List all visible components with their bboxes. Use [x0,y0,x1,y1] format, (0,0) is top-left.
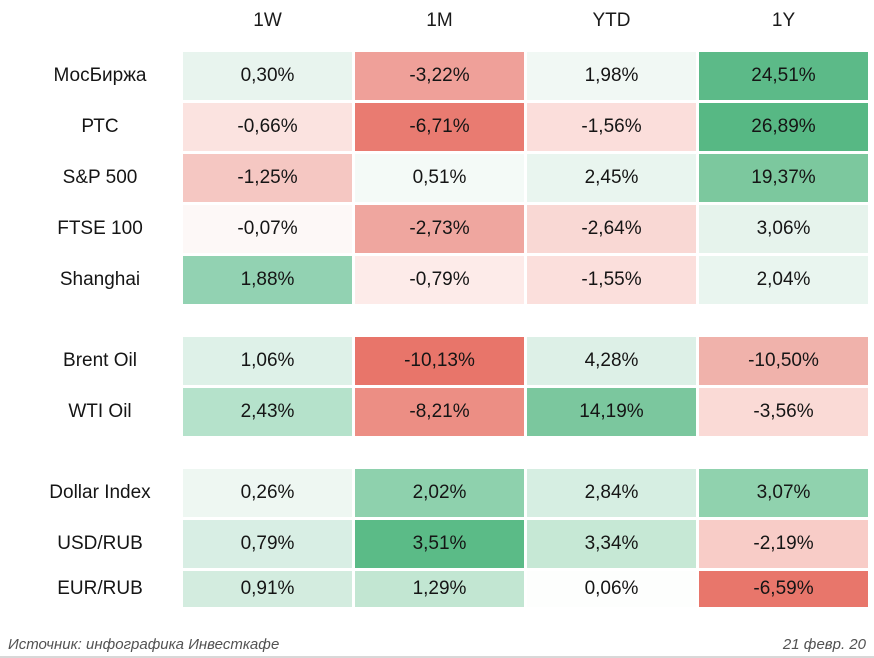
heatmap-cell: 2,45% [527,154,696,202]
table-row: USD/RUB 0,79% 3,51% 3,34% -2,19% [0,520,874,568]
heatmap-cell: 1,06% [183,337,352,385]
heatmap-cell: 2,84% [527,469,696,517]
heatmap-cell: 1,98% [527,52,696,100]
heatmap-cell: 0,30% [183,52,352,100]
date-caption: 21 февр. 20 [782,636,866,653]
footer: Источник: инфографика Инвесткафе 21 февр… [8,636,866,653]
row-label: Shanghai [59,269,141,290]
heatmap-cell: 2,02% [355,469,524,517]
heatmap-cell: 3,07% [699,469,868,517]
heatmap-cell: -6,59% [699,571,868,607]
heatmap-cell: 19,37% [699,154,868,202]
heatmap-cell: 0,51% [355,154,524,202]
row-label: Dollar Index [49,482,151,503]
row-group: МосБиржа 0,30% -3,22% 1,98% 24,51% РТС -0,66% -… [0,52,874,304]
column-header: 1W [253,10,282,31]
heatmap-cell: -10,13% [355,337,524,385]
table-row: Brent Oil 1,06% -10,13% 4,28% -10,50% [0,337,874,385]
row-label: РТС [81,116,119,137]
table-row: РТС -0,66% -6,71% -1,56% 26,89% [0,103,874,151]
heatmap-cell: 3,06% [699,205,868,253]
heatmap-cell: 0,91% [183,571,352,607]
heatmap-cell: 26,89% [699,103,868,151]
heatmap-cell: -0,07% [183,205,352,253]
heatmap-cell: 0,79% [183,520,352,568]
heatmap-cell: 3,51% [355,520,524,568]
table-row: МосБиржа 0,30% -3,22% 1,98% 24,51% [0,52,874,100]
row-label: EUR/RUB [57,578,143,599]
heatmap-cell: -1,55% [527,256,696,304]
heatmap-cell: 4,28% [527,337,696,385]
table-row: Shanghai 1,88% -0,79% -1,55% 2,04% [0,256,874,304]
heatmap-cell: 2,04% [699,256,868,304]
heatmap-cell: 0,06% [527,571,696,607]
table-row: FTSE 100 -0,07% -2,73% -2,64% 3,06% [0,205,874,253]
heatmap-cell: -2,73% [355,205,524,253]
heatmap-cell: -1,56% [527,103,696,151]
heatmap-cell: 1,29% [355,571,524,607]
heatmap-cell: -6,71% [355,103,524,151]
heatmap-cell: 3,34% [527,520,696,568]
heatmap-cell: 2,43% [183,388,352,436]
column-header: YTD [592,10,631,31]
heatmap-cell: -2,64% [527,205,696,253]
heatmap-cell: -3,22% [355,52,524,100]
source-caption: Источник: инфографика Инвесткафе [8,636,280,653]
row-label: USD/RUB [57,533,143,554]
heatmap-cell: 14,19% [527,388,696,436]
row-label: МосБиржа [53,65,147,86]
heatmap-cell: 24,51% [699,52,868,100]
row-label: WTI Oil [68,401,132,422]
table-row: WTI Oil 2,43% -8,21% 14,19% -3,56% [0,388,874,436]
heatmap-cell: -8,21% [355,388,524,436]
heatmap-cell: 0,26% [183,469,352,517]
column-header: 1M [426,10,453,31]
row-group: Brent Oil 1,06% -10,13% 4,28% -10,50% WTI Oil… [0,337,874,436]
column-header-row: 1W 1M YTD 1Y [0,0,874,42]
heatmap-cell: -2,19% [699,520,868,568]
table-row: EUR/RUB 0,91% 1,29% 0,06% -6,59% [0,571,874,607]
table-row: S&P 500 -1,25% 0,51% 2,45% 19,37% [0,154,874,202]
row-label: FTSE 100 [57,218,143,239]
column-header: 1Y [771,10,796,31]
row-label: Brent Oil [63,350,137,371]
heatmap-table: МосБиржа 0,30% -3,22% 1,98% 24,51% РТС -0,66% -… [0,52,874,607]
row-group: Dollar Index 0,26% 2,02% 2,84% 3,07% USD/RUB 0… [0,469,874,607]
heatmap-cell: 1,88% [183,256,352,304]
heatmap-cell: -3,56% [699,388,868,436]
table-row: Dollar Index 0,26% 2,02% 2,84% 3,07% [0,469,874,517]
heatmap-cell: -1,25% [183,154,352,202]
heatmap-cell: -10,50% [699,337,868,385]
heatmap-cell: -0,66% [183,103,352,151]
heatmap-cell: -0,79% [355,256,524,304]
row-label: S&P 500 [62,167,138,188]
